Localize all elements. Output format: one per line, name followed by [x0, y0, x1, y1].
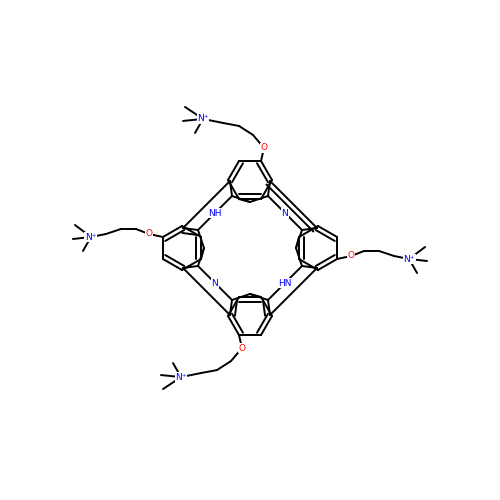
Text: N: N — [212, 278, 218, 287]
Text: N⁺: N⁺ — [404, 254, 415, 264]
Text: N⁺: N⁺ — [85, 232, 96, 241]
Text: O: O — [260, 144, 268, 152]
Text: O: O — [348, 252, 354, 260]
Text: HN: HN — [278, 278, 292, 287]
Text: O: O — [238, 344, 246, 352]
Text: N⁺: N⁺ — [176, 372, 187, 382]
Text: N: N — [282, 208, 288, 218]
Text: N⁺: N⁺ — [197, 114, 209, 124]
Text: O: O — [146, 230, 152, 238]
Text: NH: NH — [208, 208, 222, 218]
